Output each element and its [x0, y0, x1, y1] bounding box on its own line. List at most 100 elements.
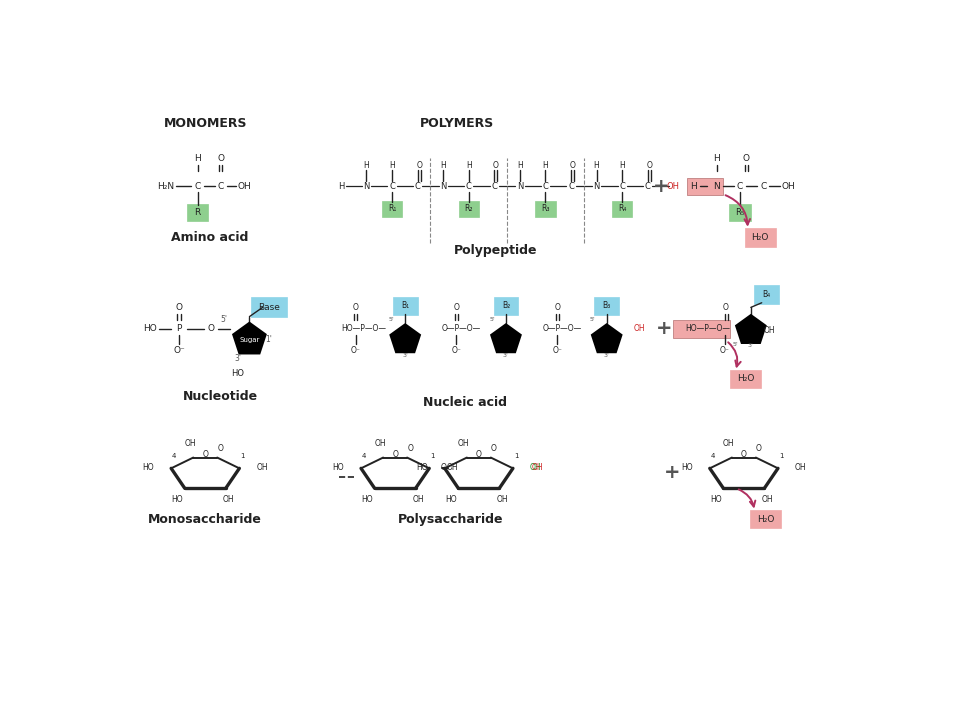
Text: HO: HO — [332, 463, 344, 472]
Text: O⁻: O⁻ — [451, 346, 462, 355]
Text: O: O — [176, 303, 182, 312]
Text: H: H — [338, 182, 344, 191]
Text: C: C — [760, 182, 766, 191]
Text: Amino acid: Amino acid — [171, 231, 249, 244]
Text: N: N — [713, 182, 720, 191]
Text: O—P—O—: O—P—O— — [442, 325, 481, 333]
Text: OH: OH — [374, 439, 386, 448]
Text: O: O — [723, 303, 729, 312]
Text: O: O — [407, 444, 413, 453]
Text: O: O — [476, 450, 482, 459]
Text: 3': 3' — [748, 343, 754, 348]
Text: R₁: R₁ — [388, 204, 396, 213]
Text: O⁻: O⁻ — [173, 346, 184, 355]
Text: 1: 1 — [240, 453, 245, 459]
Text: O: O — [217, 444, 224, 453]
Text: C: C — [542, 182, 548, 191]
Text: N: N — [593, 182, 600, 191]
Text: N: N — [363, 182, 370, 191]
Text: Nucleotide: Nucleotide — [183, 390, 258, 403]
Text: C: C — [194, 182, 201, 191]
Polygon shape — [492, 324, 520, 352]
Text: OH: OH — [723, 439, 734, 448]
Text: C: C — [492, 182, 497, 191]
Text: C: C — [466, 182, 471, 191]
Text: 3': 3' — [402, 353, 408, 358]
Text: POLYMERS: POLYMERS — [420, 117, 494, 130]
Text: N: N — [516, 182, 523, 191]
Text: OH: OH — [223, 495, 234, 505]
Text: C: C — [619, 182, 625, 191]
Text: HO: HO — [681, 463, 693, 472]
Text: C: C — [568, 182, 574, 191]
Text: 5': 5' — [389, 318, 395, 323]
FancyBboxPatch shape — [393, 297, 418, 315]
Text: O: O — [646, 161, 652, 170]
Text: O: O — [393, 450, 398, 459]
Polygon shape — [233, 323, 266, 354]
Text: OH: OH — [781, 182, 795, 191]
Text: H₂N: H₂N — [157, 182, 175, 191]
Polygon shape — [736, 315, 765, 343]
Text: Base: Base — [258, 303, 279, 312]
FancyBboxPatch shape — [730, 370, 761, 388]
Text: H: H — [441, 161, 446, 170]
Text: 5': 5' — [589, 318, 595, 323]
Text: O: O — [352, 303, 358, 312]
FancyBboxPatch shape — [251, 297, 287, 318]
Text: O: O — [203, 450, 208, 459]
Text: N: N — [440, 182, 446, 191]
FancyBboxPatch shape — [594, 297, 619, 315]
Text: O: O — [569, 161, 576, 170]
FancyBboxPatch shape — [754, 285, 779, 304]
Text: R₂: R₂ — [465, 204, 473, 213]
Text: O: O — [217, 154, 225, 163]
Text: HO: HO — [416, 463, 427, 472]
Text: 3': 3' — [503, 353, 509, 358]
Text: O: O — [743, 154, 750, 163]
Text: R: R — [194, 208, 201, 217]
Text: O: O — [207, 325, 214, 333]
Text: 5': 5' — [221, 315, 228, 324]
Text: 3': 3' — [234, 354, 241, 363]
FancyBboxPatch shape — [750, 510, 781, 528]
Text: 1: 1 — [779, 453, 783, 459]
Text: P: P — [177, 325, 181, 333]
Text: C: C — [389, 182, 395, 191]
Text: C: C — [645, 182, 651, 191]
Text: 1': 1' — [265, 336, 273, 344]
Text: MONOMERS: MONOMERS — [163, 117, 247, 130]
Text: Monosaccharide: Monosaccharide — [148, 513, 262, 526]
Text: C: C — [218, 182, 224, 191]
Text: H₂O: H₂O — [752, 233, 769, 242]
Text: 5': 5' — [490, 318, 494, 323]
Text: OH: OH — [667, 182, 680, 191]
Polygon shape — [391, 324, 420, 352]
Text: Polysaccharide: Polysaccharide — [398, 513, 504, 526]
FancyBboxPatch shape — [536, 201, 556, 217]
Text: O: O — [441, 463, 447, 472]
Text: OH: OH — [634, 325, 645, 333]
Text: OH: OH — [532, 463, 543, 472]
Text: O: O — [741, 450, 747, 459]
Text: O: O — [491, 444, 496, 453]
Text: HO: HO — [171, 495, 182, 505]
Text: H: H — [619, 161, 625, 170]
Text: HO—P—O—: HO—P—O— — [685, 325, 731, 333]
Text: HO: HO — [143, 325, 157, 333]
Text: O⁻: O⁻ — [350, 346, 361, 355]
FancyBboxPatch shape — [687, 178, 723, 195]
Text: H₂O: H₂O — [756, 515, 775, 523]
Text: R₃: R₃ — [541, 204, 550, 213]
Text: B₁: B₁ — [401, 302, 409, 310]
Text: Sugar: Sugar — [239, 337, 259, 343]
Text: Nucleic acid: Nucleic acid — [422, 395, 507, 408]
Text: OH: OH — [446, 463, 458, 472]
Text: HO: HO — [142, 463, 155, 472]
FancyBboxPatch shape — [745, 228, 776, 246]
Text: H: H — [517, 161, 523, 170]
Text: OH: OH — [496, 495, 508, 505]
Text: Polypeptide: Polypeptide — [454, 244, 538, 257]
Text: OH: OH — [530, 463, 541, 472]
Text: HO—P—O—: HO—P—O— — [341, 325, 386, 333]
